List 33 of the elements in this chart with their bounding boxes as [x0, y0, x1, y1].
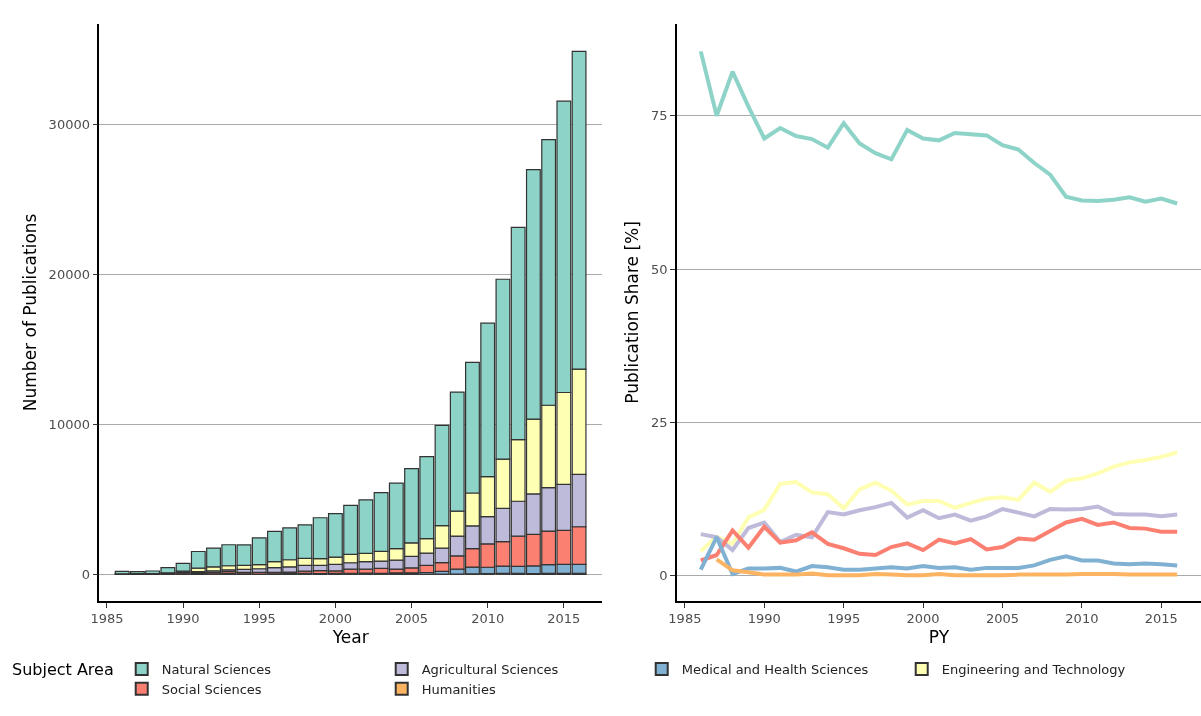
y-axis-title: Number of Publications: [19, 213, 40, 412]
x-tick-label: 1990: [166, 611, 200, 627]
y-tick-label: 30000: [48, 116, 90, 132]
x-tick-label: 2000: [318, 611, 352, 627]
x-tick-label: 1985: [90, 611, 124, 627]
x-tick-label: 2010: [471, 611, 505, 627]
legend-title: Subject Area: [12, 659, 114, 679]
x-tick-label: 1995: [827, 611, 861, 627]
x-tick-label: 2005: [395, 611, 429, 627]
y-tick-label: 75: [651, 108, 668, 124]
legend-label: Agricultural Sciences: [421, 662, 559, 678]
x-tick-label: 1990: [747, 611, 781, 627]
y-tick-label: 20000: [48, 266, 90, 282]
legend-label: Social Sciences: [161, 681, 262, 697]
x-axis-title: PY: [928, 627, 950, 648]
x-tick-label: 2015: [1144, 611, 1178, 627]
y-tick-label: 0: [659, 568, 668, 584]
y-axis-title: Publication Share [%]: [622, 221, 643, 404]
legend-label: Medical and Health Sciences: [681, 662, 869, 678]
x-tick-label: 1985: [668, 611, 702, 627]
legend-label: Engineering and Technology: [941, 662, 1126, 678]
x-tick-label: 2000: [906, 611, 940, 627]
legend-label: Natural Sciences: [161, 662, 272, 678]
y-tick-label: 50: [651, 261, 668, 277]
y-tick-label: 0: [81, 566, 90, 582]
y-tick-label: 25: [651, 415, 668, 431]
x-tick-label: 2010: [1065, 611, 1099, 627]
legend-label: Humanities: [421, 681, 496, 697]
y-tick-label: 10000: [48, 416, 90, 432]
x-tick-label: 2005: [985, 611, 1020, 627]
x-tick-label: 1995: [242, 611, 276, 627]
x-axis-title: Year: [331, 627, 369, 648]
x-tick-label: 2015: [547, 611, 581, 627]
